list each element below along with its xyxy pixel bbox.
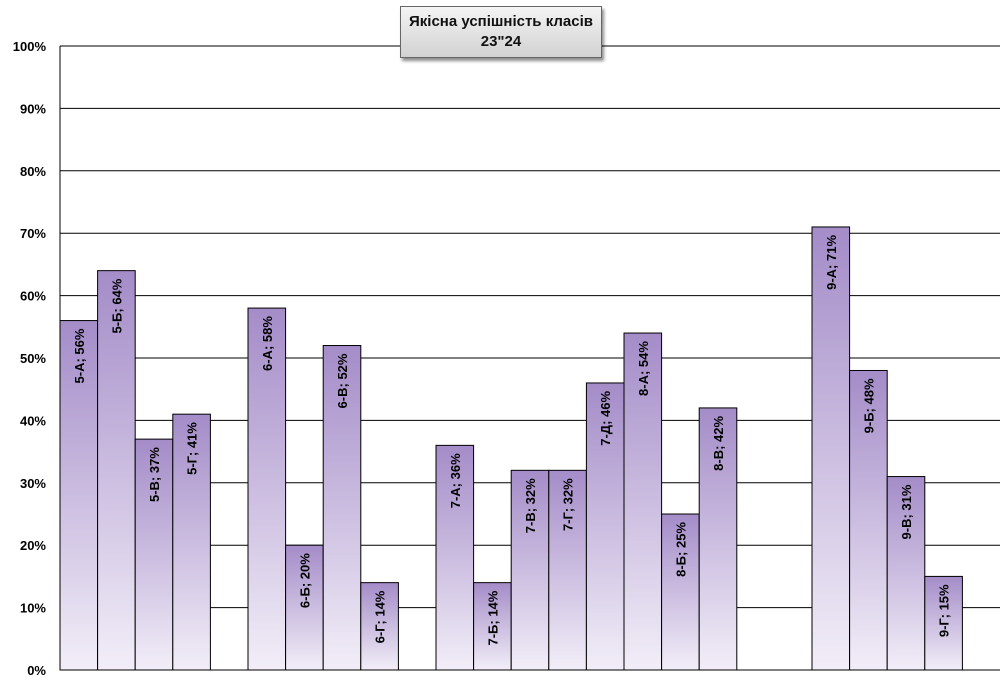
y-tick-label: 70% [20, 226, 46, 241]
y-tick-label: 10% [20, 601, 46, 616]
bar-data-label: 5-А; 56% [72, 328, 87, 383]
bar [172, 413, 211, 671]
bar-data-label: 8-В; 42% [711, 415, 726, 470]
bar [473, 582, 512, 671]
bar-data-label: 7-Д; 46% [598, 391, 613, 446]
y-tick-label: 60% [20, 289, 46, 304]
chart-title: Якісна успішність класів [408, 13, 593, 30]
bar [811, 226, 851, 671]
bar-data-label: 9-А; 71% [824, 235, 839, 290]
bar [886, 476, 926, 671]
gridlines [59, 45, 1000, 671]
bar-data-label: 6-В; 52% [335, 353, 350, 408]
y-tick-label: 50% [20, 351, 46, 366]
y-tick-label: 80% [20, 164, 46, 179]
bar-data-label: 9-В; 31% [899, 484, 914, 539]
bar-data-label: 7-Б; 14% [485, 590, 500, 645]
bar [97, 270, 136, 671]
bar [548, 469, 587, 671]
bar-data-label: 9-Б; 48% [861, 378, 876, 433]
bar [849, 369, 888, 671]
y-tick-label: 90% [20, 101, 46, 116]
bar-data-label: 7-В; 32% [523, 478, 538, 533]
bar-data-label: 5-Г; 41% [185, 422, 200, 475]
bar [661, 513, 700, 671]
bar [59, 320, 99, 671]
bar [435, 444, 475, 671]
y-tick-label: 30% [20, 476, 46, 491]
data-labels: 5-А; 56% 5-Б; 64% 5-В; 37% 5-Г; 41% 6-А; 58%… [72, 235, 952, 646]
bar-data-label: 5-Б; 64% [109, 278, 124, 333]
bar [510, 469, 550, 671]
bar [322, 345, 362, 671]
bar [623, 332, 663, 671]
bar-data-label: 7-А; 36% [448, 453, 463, 508]
bar [698, 407, 738, 671]
bar [360, 582, 399, 671]
bars [59, 226, 963, 671]
y-tick-label: 40% [20, 413, 46, 428]
bar [247, 307, 287, 671]
bar [134, 438, 174, 671]
bar-data-label: 9-Г; 15% [937, 584, 952, 637]
bar-data-label: 7-Г; 32% [561, 478, 576, 531]
bar [924, 575, 963, 671]
y-tick-label: 20% [20, 538, 46, 553]
y-tick-label: 100% [13, 39, 47, 54]
bar [585, 382, 625, 671]
bar [285, 544, 324, 671]
bar-data-label: 6-А; 58% [260, 316, 275, 371]
bar-data-label: 5-В; 37% [147, 447, 162, 502]
bar-data-label: 6-Г; 14% [373, 590, 388, 643]
chart-title-box: Якісна успішність класів 23"24 [400, 6, 602, 58]
bar-data-label: 6-Б; 20% [297, 553, 312, 608]
y-tick-label: 0% [27, 663, 46, 678]
bar-data-label: 8-А; 54% [636, 341, 651, 396]
bar-data-label: 8-Б; 25% [673, 522, 688, 577]
y-axis-tick-labels: 0% 10% 20% 30% 40% 50% 60% 70% 80% 90% 100% [13, 39, 47, 678]
chart-subtitle: 23"24 [480, 33, 522, 50]
